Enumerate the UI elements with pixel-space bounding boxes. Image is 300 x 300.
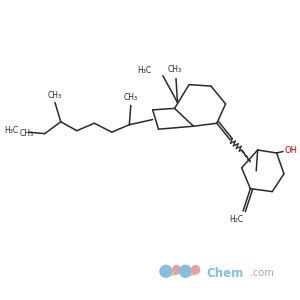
- Circle shape: [172, 266, 181, 274]
- Text: H₃C: H₃C: [138, 66, 152, 75]
- Circle shape: [179, 265, 191, 277]
- Text: .com: .com: [250, 268, 274, 278]
- Text: CH₃: CH₃: [20, 129, 34, 138]
- Text: OH: OH: [285, 146, 298, 155]
- Circle shape: [191, 266, 200, 274]
- Text: CH₃: CH₃: [167, 65, 182, 74]
- Text: CH₃: CH₃: [124, 94, 138, 103]
- Text: CH₃: CH₃: [48, 91, 62, 100]
- Text: Chem: Chem: [207, 267, 244, 280]
- Text: H₂C: H₂C: [230, 215, 244, 224]
- Text: H₃C: H₃C: [4, 126, 19, 135]
- Circle shape: [160, 265, 172, 277]
